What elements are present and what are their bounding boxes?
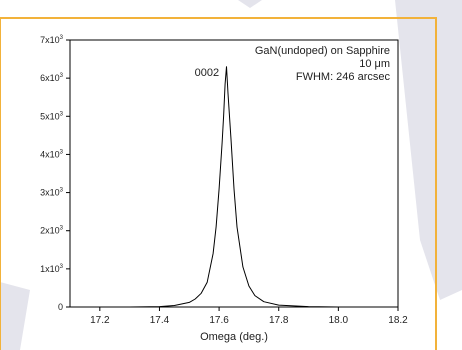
y-tick-label: 1x103 bbox=[40, 264, 64, 274]
x-tick-label: 17.6 bbox=[209, 315, 229, 326]
decorative-shape bbox=[395, 0, 462, 300]
x-axis: 17.2 17.4 17.6 17.8 18.0 18.2 bbox=[90, 307, 408, 326]
y-tick-exponent: 3 bbox=[60, 149, 64, 155]
y-tick-label: 6x103 bbox=[40, 73, 64, 83]
y-tick-exponent: 3 bbox=[60, 73, 64, 79]
legend-line: 10 μm bbox=[359, 58, 390, 70]
y-axis: 0 1x103 2x103 3x103 4x103 5x103 6x103 7x103 bbox=[40, 35, 70, 312]
plot-frame bbox=[69, 39, 399, 308]
legend-line: FWHM: 246 arcsec bbox=[296, 71, 391, 83]
series-line bbox=[70, 66, 398, 308]
peak-label: 0002 bbox=[195, 67, 219, 79]
legend: GaN(undoped) on Sapphire 10 μm FWHM: 246… bbox=[255, 45, 391, 83]
x-tick-label: 18.0 bbox=[329, 315, 349, 326]
x-tick-label: 18.2 bbox=[388, 315, 408, 326]
y-tick-label: 3x103 bbox=[40, 188, 64, 198]
decorative-shape bbox=[238, 0, 262, 8]
decorative-frame bbox=[0, 17, 437, 350]
legend-line: GaN(undoped) on Sapphire bbox=[255, 45, 390, 57]
y-tick-exponent: 3 bbox=[60, 35, 64, 41]
y-tick-label: 7x103 bbox=[40, 35, 64, 45]
y-tick-exponent: 3 bbox=[60, 264, 64, 270]
x-tick-label: 17.2 bbox=[90, 315, 110, 326]
series-layer bbox=[70, 66, 398, 308]
y-tick-label: 5x103 bbox=[40, 111, 64, 121]
y-tick-exponent: 3 bbox=[60, 111, 64, 117]
x-tick-label: 17.4 bbox=[150, 315, 170, 326]
y-tick-exponent: 3 bbox=[60, 188, 64, 194]
y-tick-exponent: 3 bbox=[60, 226, 64, 232]
decorative-shape bbox=[0, 282, 30, 350]
x-axis-label: Omega (deg.) bbox=[200, 331, 268, 343]
y-tick-label: 0 bbox=[58, 302, 63, 312]
y-tick-label: 2x103 bbox=[40, 226, 64, 236]
x-tick-label: 17.8 bbox=[269, 315, 289, 326]
y-tick-label: 4x103 bbox=[40, 149, 64, 159]
